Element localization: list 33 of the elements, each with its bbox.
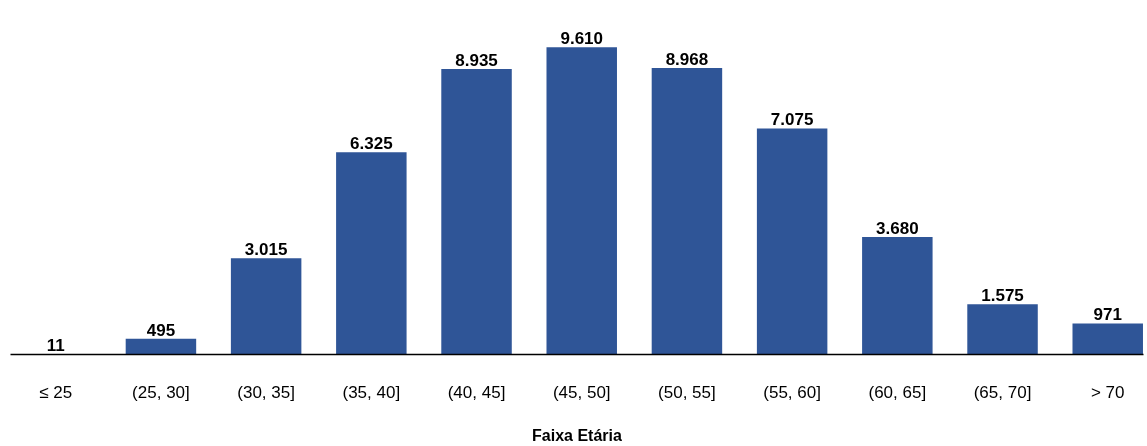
data-label: 495 [146,320,176,340]
bar [125,338,197,355]
bar [651,67,723,355]
data-label: 971 [1093,305,1122,325]
x-tick-label: > 70 [1090,382,1125,402]
data-label: 6.325 [350,134,393,154]
data-label: 8.935 [455,50,498,70]
data-label: 7.075 [770,110,814,130]
data-label: 9.610 [560,29,604,49]
x-tick-label: (25, 30] [132,382,190,402]
bar [230,258,302,355]
x-tick-label: ≤ 25 [39,382,73,402]
x-tick-label: (45, 50] [552,382,611,402]
x-tick-label: (35, 40] [342,382,401,402]
bar [862,236,933,355]
data-label: 11 [46,336,65,356]
x-tick-label: (55, 60] [763,382,821,402]
data-label: 1.575 [981,286,1024,306]
x-tick-label: (60, 65] [868,382,927,402]
bar [1072,323,1143,355]
x-tick-label: (50, 55] [658,382,716,402]
data-label: 8.968 [665,49,709,69]
x-tick-label: (65, 70] [973,382,1032,402]
bar [756,128,828,355]
x-axis-title: Faixa Etária [532,426,623,444]
bar [546,47,617,355]
x-tick-label: (30, 35] [237,382,295,402]
bar [441,68,512,355]
data-label: 3.680 [876,218,919,238]
bar [336,152,407,355]
bar [967,304,1038,355]
x-tick-label: (40, 45] [447,382,506,402]
data-label: 3.015 [244,240,288,260]
